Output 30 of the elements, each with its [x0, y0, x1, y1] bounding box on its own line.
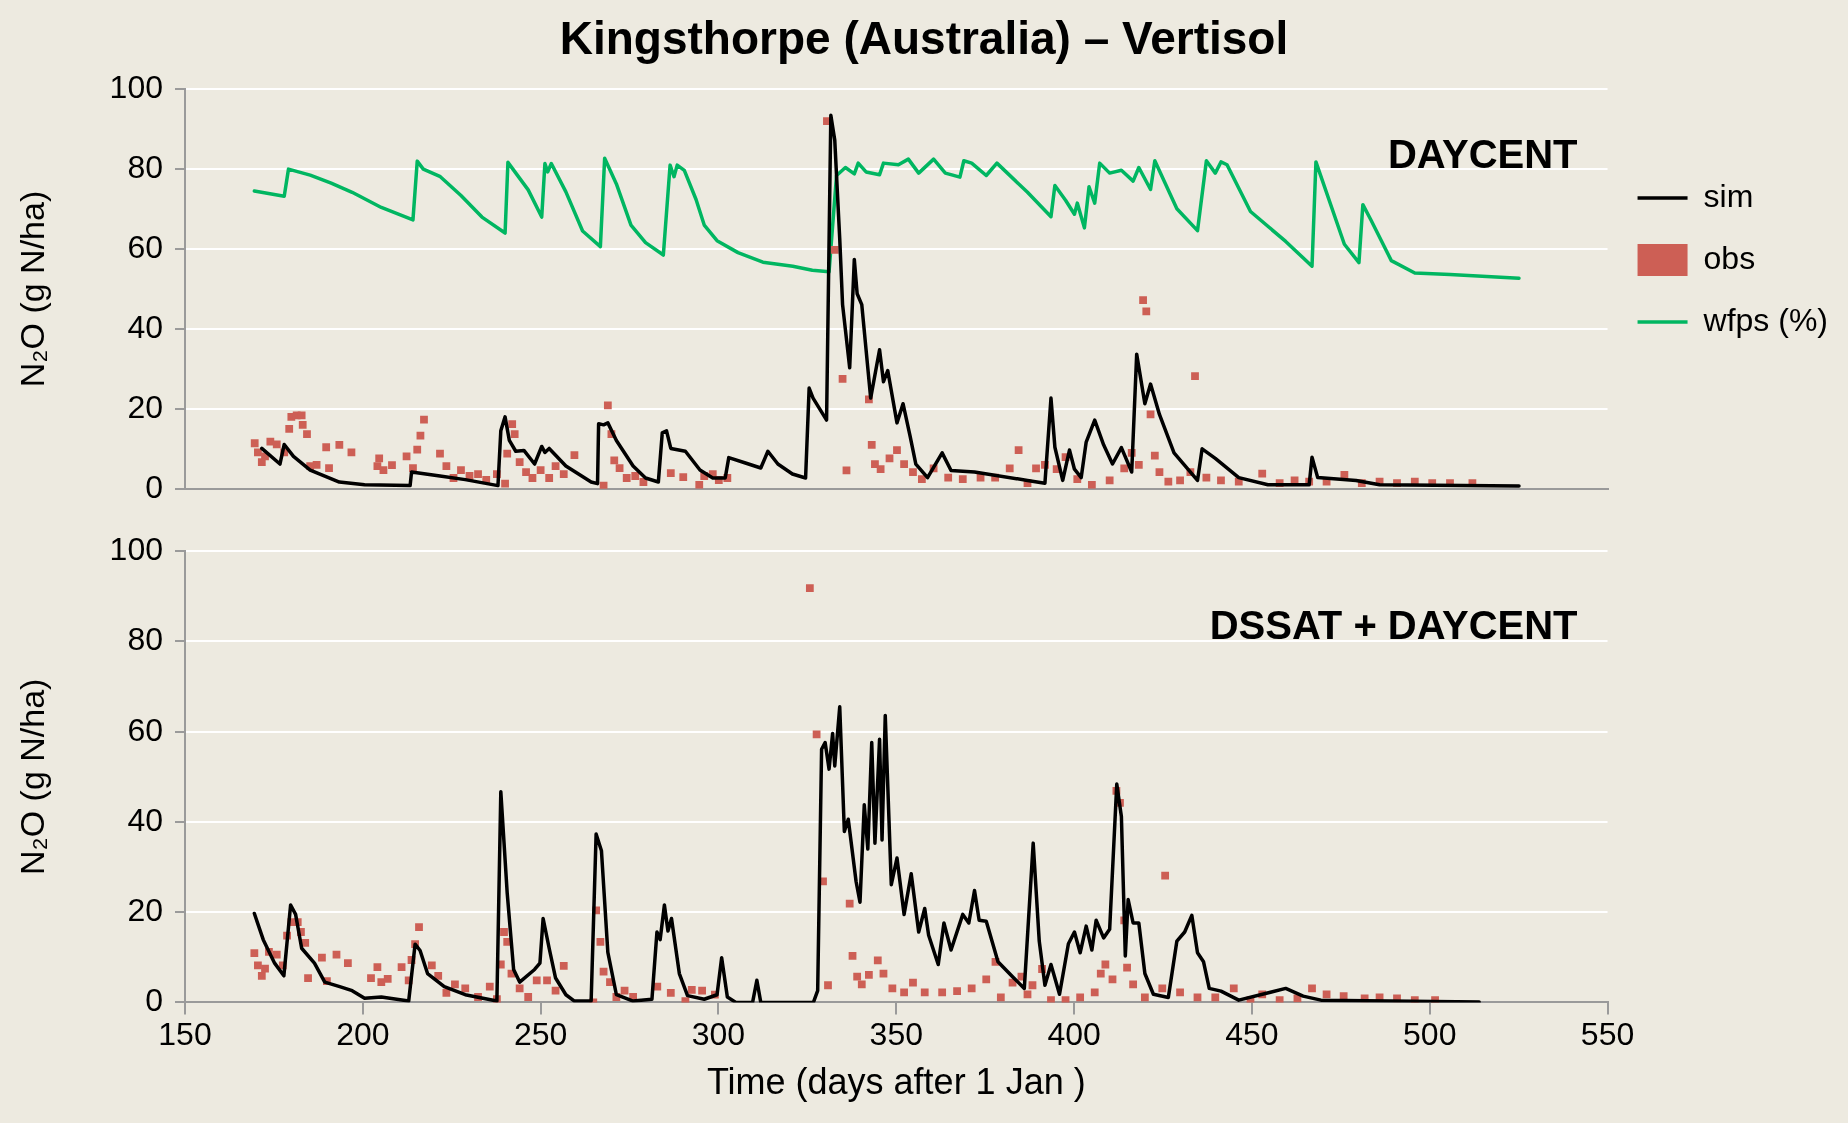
y-tick-label: 80	[127, 621, 163, 658]
y-tick-label: 100	[109, 69, 163, 106]
y-axis-title: N₂O (g N/ha)	[12, 190, 51, 388]
x-tick-label: 150	[158, 1016, 212, 1053]
x-axis-title: Time (days after 1 Jan )	[706, 1061, 1086, 1103]
x-tick-label: 500	[1403, 1016, 1457, 1053]
x-tick-label: 250	[513, 1016, 568, 1053]
y-tick-label: 0	[145, 982, 163, 1019]
x-tick-label: 350	[869, 1016, 923, 1053]
y-tick-label: 40	[127, 308, 163, 345]
x-tick-label: 300	[691, 1016, 746, 1053]
y-tick-label: 0	[145, 468, 163, 505]
legend-label: sim	[1703, 177, 1754, 214]
x-tick-label: 450	[1225, 1016, 1279, 1053]
x-tick-label: 200	[336, 1016, 390, 1053]
y-axis-title: N₂O (g N/ha)	[12, 678, 51, 876]
annotation: DAYCENT	[1387, 132, 1578, 177]
y-tick-label: 100	[109, 531, 163, 568]
y-tick-label: 60	[127, 228, 163, 265]
y-tick-label: 40	[127, 801, 163, 838]
y-tick-label: 20	[127, 388, 163, 425]
x-tick-label: 400	[1047, 1016, 1101, 1053]
y-tick-label: 60	[127, 711, 163, 748]
y-tick-label: 20	[127, 891, 163, 928]
legend-label: wfps (%)	[1702, 301, 1828, 338]
chart-title: Kingsthorpe (Australia) – Vertisol	[559, 12, 1289, 65]
y-tick-label: 80	[127, 148, 163, 185]
annotation: DSSAT + DAYCENT	[1209, 602, 1578, 647]
x-tick-label: 550	[1580, 1016, 1635, 1053]
legend-label: obs	[1703, 239, 1756, 276]
